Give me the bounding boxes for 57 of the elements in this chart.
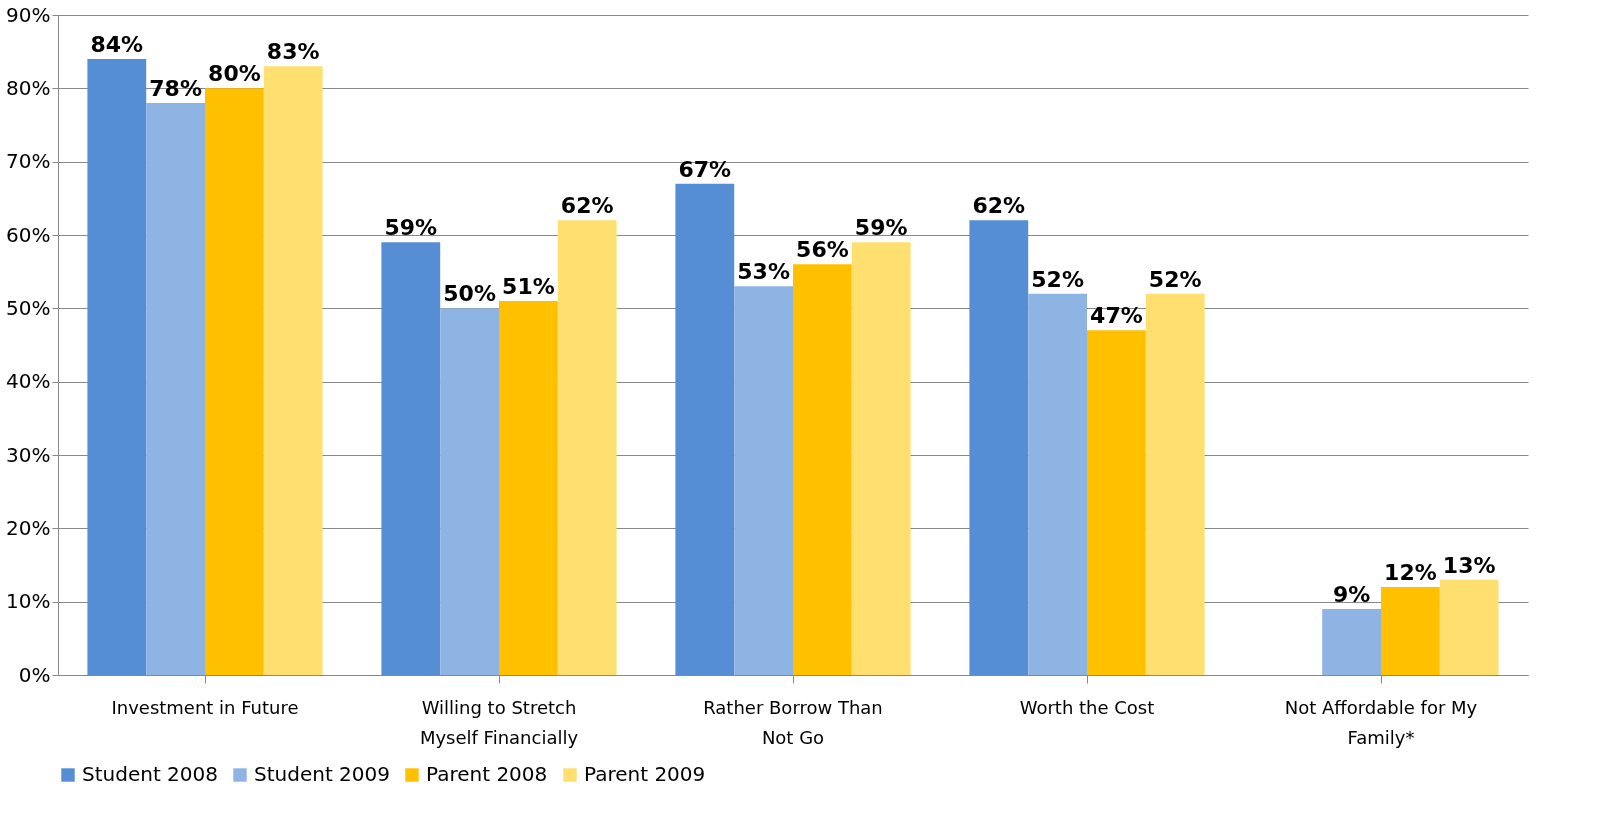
x-tick-label: Rather Borrow Than Not Go: [703, 696, 883, 748]
data-label: 59%: [384, 215, 438, 241]
y-tick-label: 20%: [6, 515, 51, 540]
data-label: 62%: [972, 193, 1026, 219]
bar: [675, 183, 735, 675]
bar: [1439, 579, 1499, 675]
legend-label: Student 2009: [254, 762, 390, 786]
x-tick-label: Willing to Stretch Myself Financially: [419, 696, 579, 748]
bar: [557, 220, 617, 675]
data-label: 52%: [1031, 266, 1084, 292]
x-tick-label: Not Affordable for My Family*: [1284, 696, 1478, 748]
data-label: 9%: [1332, 582, 1371, 607]
legend-label: Parent 2009: [584, 762, 706, 786]
data-label: 59%: [854, 215, 908, 241]
bar: [263, 66, 323, 675]
x-tick-label: Investment in Future: [111, 696, 299, 718]
y-tick-label: 50%: [6, 295, 51, 320]
data-label: 53%: [737, 259, 790, 285]
y-tick-label: 90%: [6, 2, 51, 27]
bar: [499, 301, 558, 675]
bar: [1087, 330, 1146, 675]
y-tick-label: 70%: [6, 149, 51, 174]
bar: [87, 59, 147, 675]
data-label: 80%: [208, 61, 261, 87]
y-tick-label: 10%: [6, 589, 51, 614]
y-tick-label: 80%: [6, 75, 51, 100]
data-label: 56%: [796, 237, 849, 263]
legend-label: Parent 2008: [426, 762, 548, 786]
data-label: 50%: [443, 281, 496, 307]
bar: [1028, 293, 1087, 675]
y-tick-label: 40%: [6, 369, 51, 394]
data-label: 67%: [678, 156, 732, 182]
data-label: 62%: [560, 193, 614, 219]
x-tick-label: Worth the Cost: [1019, 696, 1155, 718]
bar: [734, 286, 793, 675]
legend-label: Student 2008: [82, 762, 218, 786]
data-label: 47%: [1090, 303, 1143, 329]
bar: [1381, 587, 1440, 675]
data-label: 84%: [90, 32, 144, 57]
bar: [851, 242, 911, 675]
y-tick-label: 30%: [6, 442, 51, 467]
bar: [1322, 609, 1381, 675]
data-label: 52%: [1148, 266, 1202, 292]
bar: [381, 242, 441, 675]
data-label: 51%: [502, 274, 555, 299]
y-tick-label: 0%: [18, 662, 51, 687]
bar: [146, 103, 205, 675]
y-tick-label: 60%: [6, 222, 51, 247]
data-label: 12%: [1384, 560, 1437, 585]
bar: [440, 308, 499, 675]
data-label: 78%: [149, 76, 202, 101]
bar: [205, 88, 264, 675]
bar: [969, 220, 1029, 675]
bar: [793, 264, 852, 675]
data-label: 13%: [1442, 552, 1496, 578]
bar: [1145, 293, 1205, 675]
data-label: 83%: [266, 39, 320, 65]
